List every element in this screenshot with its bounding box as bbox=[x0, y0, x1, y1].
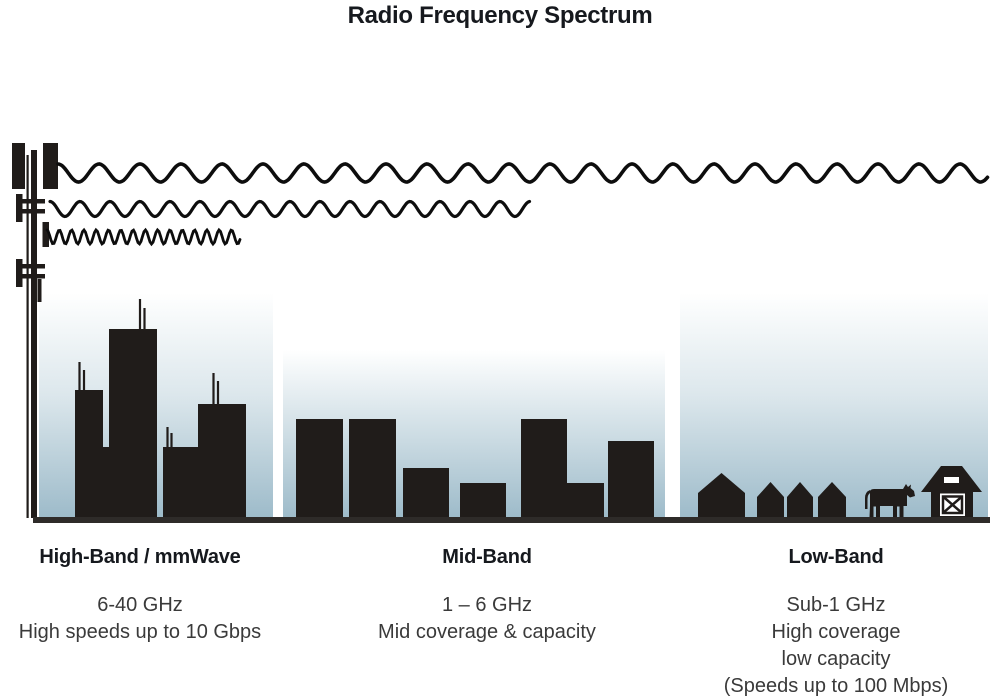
mid-band-heading: Mid-Band bbox=[442, 546, 532, 568]
high-band-heading: High-Band / mmWave bbox=[39, 546, 241, 568]
mid-band-label-block: Mid-Band 1 – 6 GHz Mid coverage & capaci… bbox=[357, 546, 617, 646]
city-skyline-silhouette bbox=[75, 299, 246, 518]
rural-houses-silhouette bbox=[698, 473, 846, 518]
spectrum-illustration bbox=[12, 143, 990, 523]
page-title: Radio Frequency Spectrum bbox=[347, 2, 653, 29]
high-band-label-block: High-Band / mmWave 6-40 GHz High speeds … bbox=[10, 546, 270, 646]
cow-icon bbox=[865, 484, 915, 517]
low-band-description-3: (Speeds up to 100 Mbps) bbox=[723, 675, 949, 697]
low-band-frequency-range: Sub-1 GHz bbox=[786, 594, 886, 616]
barn-loft-vent bbox=[944, 477, 959, 483]
low-band-description-1: High coverage bbox=[771, 621, 901, 643]
cell-tower-icon bbox=[12, 143, 58, 518]
radio-waves bbox=[45, 162, 990, 247]
medium-wavelength-wave bbox=[48, 199, 532, 219]
high-band-description: High speeds up to 10 Gbps bbox=[18, 621, 262, 643]
low-band-heading: Low-Band bbox=[788, 546, 884, 568]
high-band-frequency-range: 6-40 GHz bbox=[97, 594, 183, 616]
long-wavelength-wave bbox=[56, 162, 990, 184]
rooftop-antennas bbox=[78, 299, 220, 447]
low-band-label-block: Low-Band Sub-1 GHz High coverage low cap… bbox=[706, 546, 966, 700]
barn-door-cross-brace bbox=[942, 495, 963, 514]
mid-band-description: Mid coverage & capacity bbox=[378, 621, 596, 643]
cow-tail bbox=[865, 490, 871, 509]
barn-icon bbox=[921, 466, 982, 518]
short-wavelength-wave bbox=[45, 227, 242, 247]
mid-band-frequency-range: 1 – 6 GHz bbox=[441, 594, 533, 616]
low-band-description-2: low capacity bbox=[781, 648, 891, 670]
ground-line bbox=[33, 517, 990, 523]
suburban-buildings-silhouette bbox=[296, 419, 654, 518]
